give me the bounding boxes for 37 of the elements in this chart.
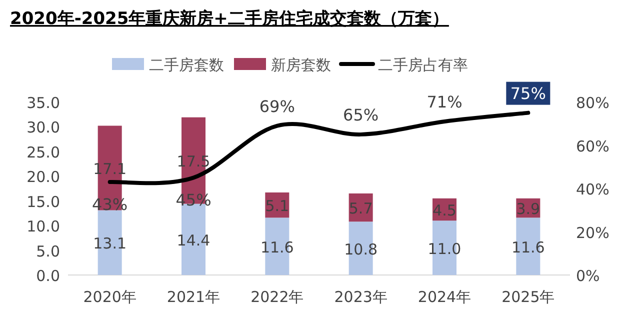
y-tick-label: 20.0 bbox=[26, 168, 60, 186]
data-label: 71% bbox=[426, 92, 462, 112]
data-label: 5.7 bbox=[348, 200, 373, 218]
x-tick-label: 2022年 bbox=[250, 288, 304, 306]
y-tick-label: 10.0 bbox=[26, 218, 60, 236]
y-tick-label: 30.0 bbox=[26, 118, 60, 137]
y-tick-label: 25.0 bbox=[26, 143, 60, 162]
data-label: 13.1 bbox=[93, 234, 127, 253]
x-tick-label: 2021年 bbox=[166, 288, 220, 306]
legend-label: 二手房套数 bbox=[149, 56, 224, 74]
x-tick-label: 2024年 bbox=[418, 288, 472, 306]
y-tick-label: 0.0 bbox=[36, 267, 60, 285]
y-tick-label: 5.0 bbox=[36, 242, 60, 260]
data-label: 75% bbox=[510, 84, 546, 103]
y-tick-label: 35.0 bbox=[26, 94, 60, 112]
y2-tick-label: 40% bbox=[576, 180, 610, 198]
data-label: 14.4 bbox=[176, 231, 210, 250]
x-tick-label: 2020年 bbox=[83, 288, 136, 306]
data-label: 10.8 bbox=[344, 240, 378, 258]
data-label: 11.6 bbox=[260, 238, 294, 256]
legend-label: 二手房占有率 bbox=[378, 56, 468, 74]
x-tick-label: 2025年 bbox=[502, 288, 555, 306]
legend-label: 新房套数 bbox=[271, 56, 331, 74]
x-tick-label: 2023年 bbox=[334, 288, 388, 306]
y2-tick-label: 60% bbox=[576, 137, 610, 156]
y2-tick-label: 20% bbox=[576, 224, 610, 242]
data-label: 11.0 bbox=[428, 240, 462, 258]
data-label: 65% bbox=[343, 105, 379, 124]
data-label: 69% bbox=[259, 96, 295, 116]
chart-title: 2020年-2025年重庆新房+二手房住宅成交套数（万套） bbox=[10, 9, 449, 29]
data-label: 3.9 bbox=[516, 200, 540, 218]
y2-tick-label: 80% bbox=[576, 94, 610, 112]
y2-tick-label: 0% bbox=[576, 267, 600, 285]
data-label: 11.6 bbox=[511, 238, 545, 256]
data-label: 4.5 bbox=[432, 202, 456, 220]
y-tick-label: 15.0 bbox=[26, 192, 60, 211]
data-label: 5.1 bbox=[265, 197, 290, 216]
